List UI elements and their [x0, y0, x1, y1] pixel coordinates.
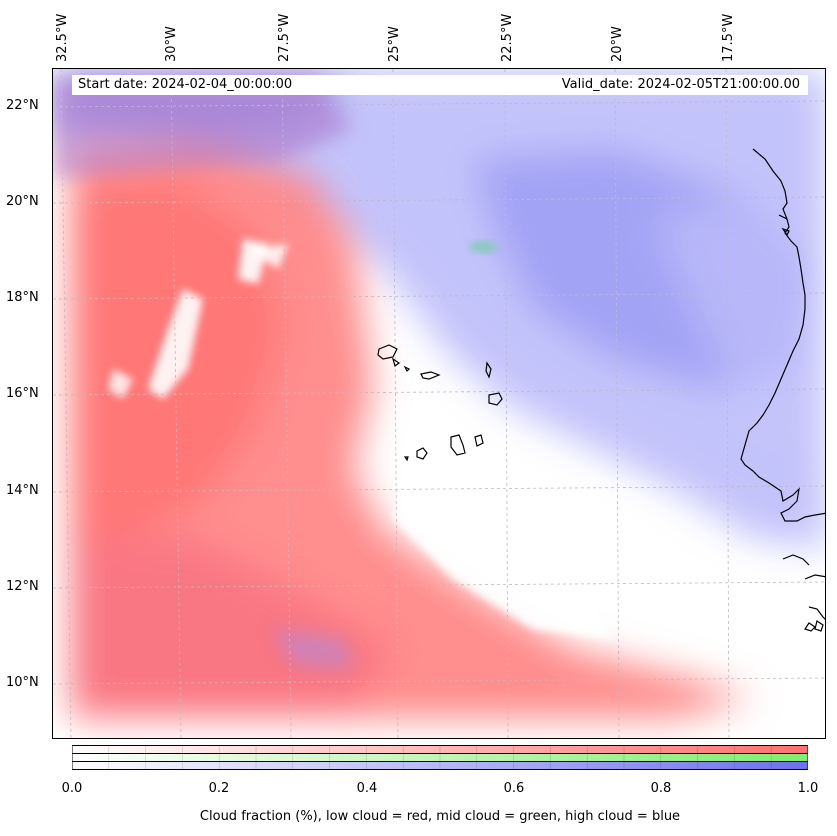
- coastline-guinea: [804, 574, 825, 580]
- island-santo-antao: [377, 344, 398, 360]
- island-sao-vicente: [391, 357, 401, 368]
- island-santiago: [450, 434, 466, 456]
- colorbar-tick-label: 0.0: [61, 781, 83, 796]
- colorbar: [72, 745, 808, 770]
- island-fogo: [416, 447, 428, 460]
- colorbar-dividers: [108, 745, 772, 770]
- mid-cloud-patch: [469, 241, 497, 253]
- colorbar-tick-label: 0.4: [356, 781, 378, 796]
- colorbar-tick-label: 0.8: [650, 781, 672, 796]
- cape-verde-islands: [377, 344, 503, 462]
- lat-label: 14°N: [6, 483, 39, 498]
- graticule: [53, 69, 825, 738]
- lon-label: 25°W: [387, 26, 402, 62]
- bijagos-island: [814, 620, 824, 632]
- lat-label: 22°N: [6, 98, 39, 113]
- colorbar-caption: Cloud fraction (%), low cloud = red, mid…: [199, 809, 681, 824]
- coastline-detail: [781, 227, 790, 237]
- colorbar-tick-label: 1.0: [797, 781, 819, 796]
- lat-label: 18°N: [6, 290, 39, 305]
- colorbar-tick-label: 0.2: [208, 781, 230, 796]
- date-bar: Start date: 2024-02-04_00:00:00 Valid_da…: [72, 75, 808, 95]
- lon-label: 32.5°W: [55, 13, 70, 62]
- island-sal: [485, 361, 492, 379]
- african-coastline: [740, 148, 825, 632]
- map-panel[interactable]: [52, 68, 826, 739]
- start-date: Start date: 2024-02-04_00:00:00: [78, 77, 293, 92]
- coastline-guinea-bissau: [782, 554, 810, 566]
- bijagos-island: [804, 622, 816, 632]
- lon-label: 27.5°W: [277, 13, 292, 62]
- lat-label: 20°N: [6, 194, 39, 209]
- coastline-mauritania-senegal: [740, 148, 825, 522]
- colorbar-tick-label: 0.6: [503, 781, 525, 796]
- island-sao-nicolau: [420, 371, 441, 380]
- lon-label: 20°W: [610, 26, 625, 62]
- colorbar-high-cloud: [72, 761, 808, 770]
- island-brava: [403, 456, 409, 462]
- lat-label: 12°N: [6, 579, 39, 594]
- island-maio: [474, 434, 484, 447]
- lon-label: 22.5°W: [500, 13, 515, 62]
- valid-date: Valid_date: 2024-02-05T21:00:00.00: [561, 77, 800, 92]
- coastline-detail: [778, 214, 788, 220]
- lon-label: 30°W: [164, 26, 179, 62]
- island-boa-vista: [488, 392, 503, 406]
- coastline-guinea-south: [808, 606, 825, 620]
- lon-label: 17.5°W: [721, 13, 736, 62]
- lat-label: 10°N: [6, 675, 39, 690]
- island-santa-luzia: [403, 365, 411, 373]
- cloud-fraction-map: [53, 69, 825, 738]
- lat-label: 16°N: [6, 386, 39, 401]
- mixed-cloud-layer: [53, 74, 353, 669]
